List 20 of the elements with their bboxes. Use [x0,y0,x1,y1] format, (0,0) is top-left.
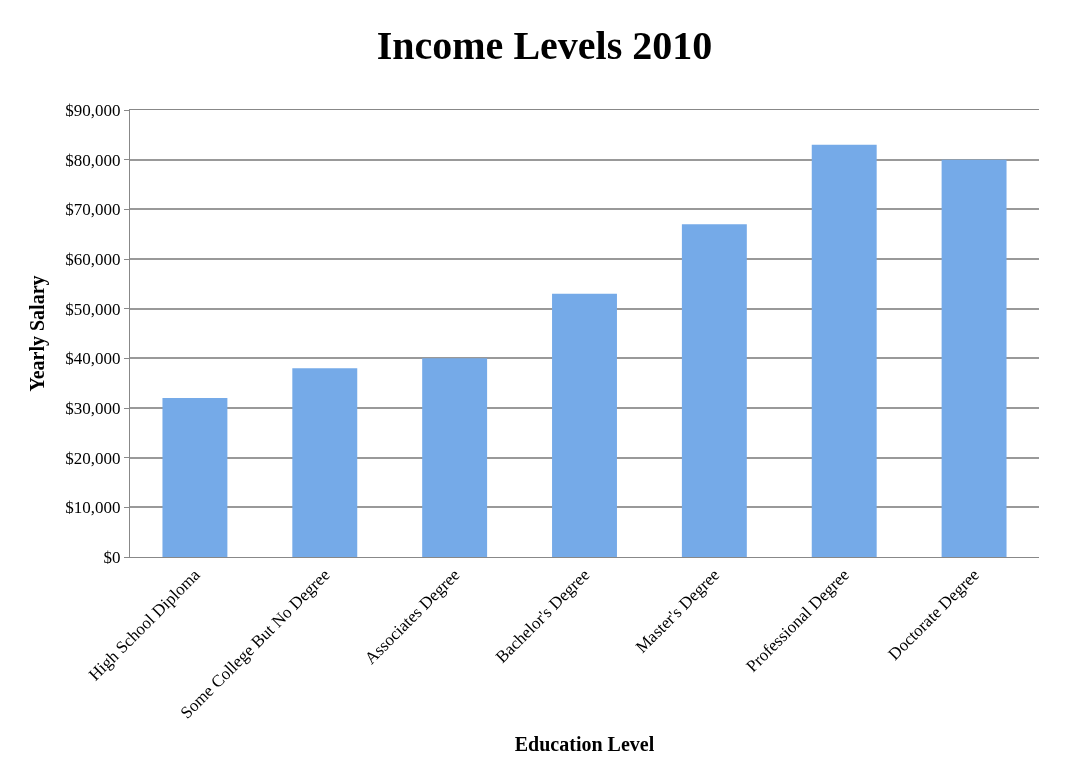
y-tick-label: $80,000 [65,150,121,170]
y-tick-label: $30,000 [65,398,121,418]
y-tick-label: $60,000 [65,249,121,269]
bar [941,159,1007,557]
bar [162,398,228,557]
x-axis-title: Education Level [514,732,655,755]
bar [552,293,617,557]
y-tick-label: $20,000 [65,448,121,468]
y-tick-label: $0 [103,547,121,567]
y-tick-label: $70,000 [65,200,121,220]
y-tick-label: $50,000 [65,299,121,319]
bar [811,144,877,557]
bar [292,368,358,557]
bar [422,358,488,557]
bar [681,224,747,557]
y-axis-title: Yearly Salary [25,275,49,392]
y-tick-label: $10,000 [65,498,121,518]
chart-title: Income Levels 2010 [376,22,713,68]
y-tick-label: $40,000 [65,349,121,369]
y-tick-label: $90,000 [65,100,121,120]
